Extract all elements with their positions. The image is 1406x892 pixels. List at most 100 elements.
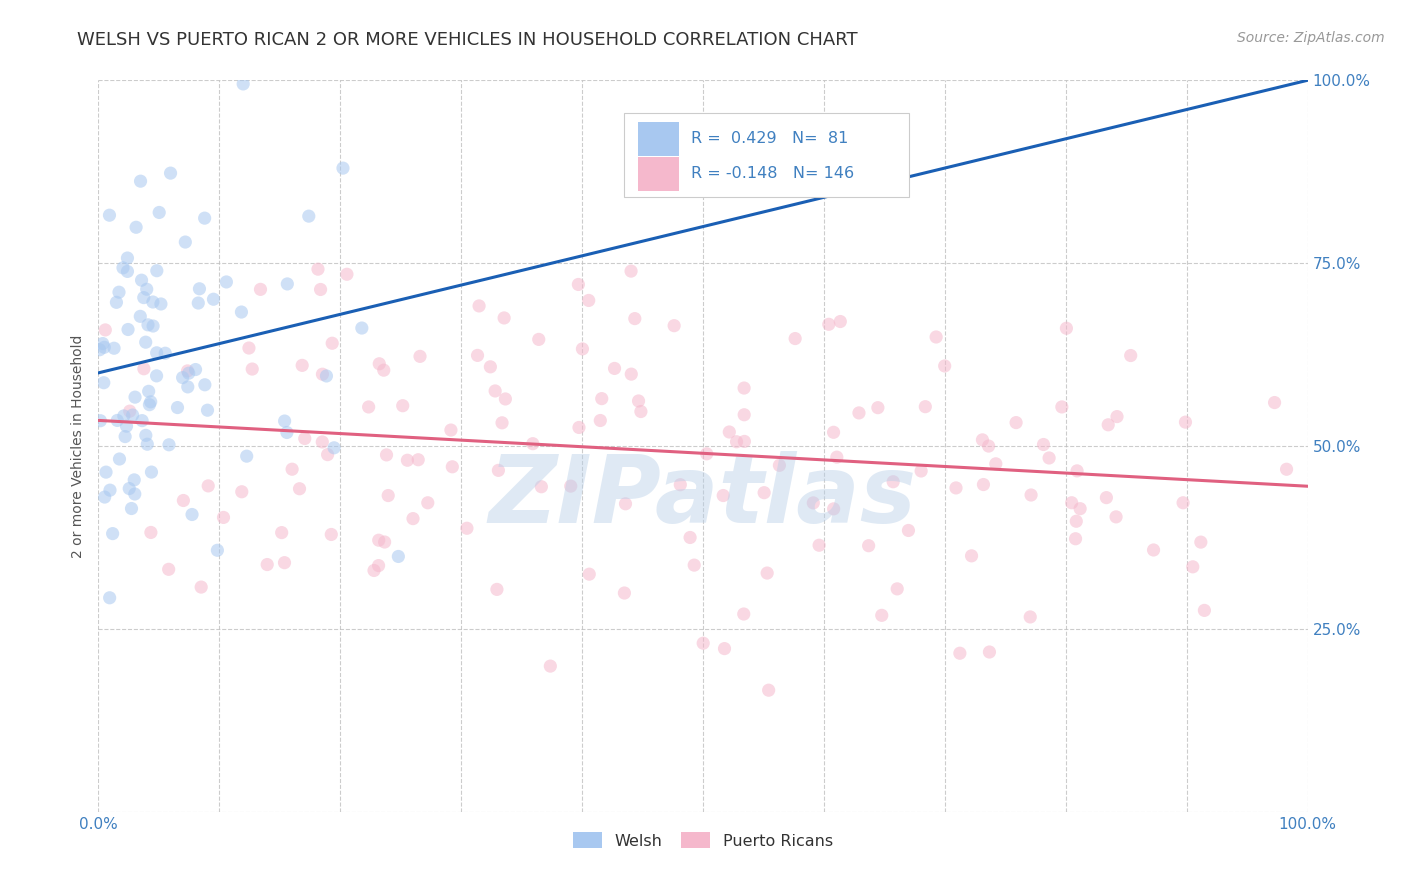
Point bbox=[1174, 415, 1197, 429]
Point bbox=[98, 591, 121, 605]
Point bbox=[307, 262, 329, 277]
Point bbox=[1105, 409, 1128, 424]
Point bbox=[494, 310, 516, 325]
Point bbox=[93, 340, 115, 354]
Point bbox=[662, 318, 685, 333]
Point bbox=[567, 277, 589, 292]
Point bbox=[136, 437, 159, 451]
Point bbox=[129, 174, 152, 188]
Point bbox=[578, 293, 600, 308]
Point bbox=[377, 489, 399, 503]
Point bbox=[1066, 464, 1088, 478]
Point bbox=[368, 357, 391, 371]
Point bbox=[138, 398, 160, 412]
Point bbox=[94, 465, 117, 479]
Point bbox=[979, 645, 1001, 659]
Point bbox=[235, 449, 257, 463]
Point bbox=[197, 403, 219, 417]
Point bbox=[121, 501, 143, 516]
Point bbox=[131, 273, 153, 287]
Point bbox=[273, 556, 295, 570]
Point bbox=[752, 485, 775, 500]
Point bbox=[122, 473, 145, 487]
Point bbox=[294, 432, 316, 446]
Point bbox=[409, 350, 432, 364]
Point bbox=[866, 401, 889, 415]
Point bbox=[139, 394, 162, 409]
Point bbox=[527, 332, 550, 346]
Point bbox=[132, 361, 155, 376]
Point bbox=[591, 392, 613, 406]
Point bbox=[627, 394, 650, 409]
Point bbox=[808, 538, 831, 552]
Point bbox=[129, 310, 152, 324]
Point bbox=[374, 535, 396, 549]
Point bbox=[406, 452, 429, 467]
Point bbox=[115, 419, 138, 434]
Point bbox=[89, 414, 111, 428]
Point bbox=[387, 549, 409, 564]
Point bbox=[124, 390, 146, 404]
Point bbox=[177, 380, 200, 394]
Point bbox=[925, 330, 948, 344]
Point bbox=[148, 205, 170, 219]
Point bbox=[624, 311, 647, 326]
Point bbox=[934, 359, 956, 373]
Point bbox=[105, 295, 128, 310]
Point bbox=[972, 477, 994, 491]
Point bbox=[273, 414, 295, 428]
Point bbox=[117, 322, 139, 336]
Point bbox=[231, 305, 253, 319]
Point bbox=[172, 493, 194, 508]
Point bbox=[620, 367, 643, 381]
Point bbox=[118, 482, 141, 496]
Point bbox=[311, 368, 333, 382]
Point bbox=[1095, 491, 1118, 505]
Point bbox=[823, 501, 845, 516]
FancyBboxPatch shape bbox=[638, 122, 679, 155]
Point bbox=[568, 420, 591, 434]
Point bbox=[332, 161, 354, 175]
Point bbox=[571, 342, 593, 356]
Point bbox=[858, 539, 880, 553]
Point bbox=[467, 348, 489, 362]
Point bbox=[125, 220, 148, 235]
Text: R = -0.148   N= 146: R = -0.148 N= 146 bbox=[690, 167, 853, 181]
Point bbox=[560, 479, 582, 493]
Point bbox=[281, 462, 304, 476]
Point bbox=[139, 525, 162, 540]
Point bbox=[949, 646, 972, 660]
Point bbox=[291, 359, 314, 373]
Point bbox=[848, 406, 870, 420]
Point bbox=[363, 564, 385, 578]
Point bbox=[157, 438, 180, 452]
Point bbox=[1050, 400, 1073, 414]
Point bbox=[984, 457, 1007, 471]
Point bbox=[187, 296, 209, 310]
Point bbox=[683, 558, 706, 573]
Point bbox=[733, 408, 755, 422]
Point bbox=[197, 479, 219, 493]
Point bbox=[1275, 462, 1298, 476]
Point bbox=[960, 549, 983, 563]
Point bbox=[181, 508, 204, 522]
Point bbox=[491, 416, 513, 430]
Point bbox=[396, 453, 419, 467]
Point bbox=[1119, 349, 1142, 363]
Point bbox=[249, 282, 271, 296]
Point bbox=[870, 608, 893, 623]
Point bbox=[93, 490, 115, 504]
Point bbox=[486, 463, 509, 477]
Point bbox=[589, 413, 612, 427]
Point bbox=[135, 335, 157, 350]
Point bbox=[733, 607, 755, 621]
FancyBboxPatch shape bbox=[624, 113, 908, 197]
Point bbox=[98, 483, 121, 498]
Point bbox=[117, 264, 139, 278]
Point bbox=[1189, 535, 1212, 549]
Point bbox=[311, 434, 333, 449]
Point bbox=[456, 521, 478, 535]
Point bbox=[391, 399, 413, 413]
Point bbox=[190, 580, 212, 594]
Point bbox=[897, 524, 920, 538]
